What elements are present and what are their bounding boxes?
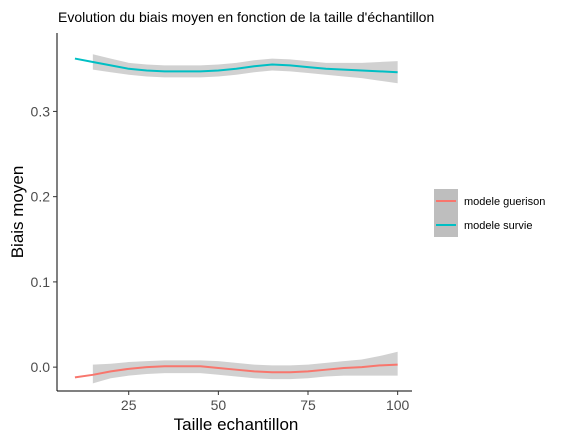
x-axis-title: Taille echantillon bbox=[174, 415, 299, 434]
chart-title: Evolution du biais moyen en fonction de … bbox=[58, 9, 434, 25]
x-tick-label: 75 bbox=[300, 397, 316, 413]
legend-label-survie: modele survie bbox=[464, 220, 532, 232]
legend-label-guerison: modele guerison bbox=[464, 196, 545, 208]
x-tick-label: 100 bbox=[386, 397, 410, 413]
axis-ticks: 25 50 75 100 0.0 0.1 0.2 0.3 bbox=[31, 103, 410, 413]
series-line-guerison bbox=[74, 363, 398, 379]
confidence-band-guerison bbox=[92, 351, 398, 384]
y-axis-title: Biais moyen bbox=[8, 166, 27, 259]
y-tick-label: 0.0 bbox=[31, 359, 51, 375]
confidence-band-survie bbox=[92, 54, 398, 84]
series-line-survie bbox=[74, 57, 398, 74]
plot-area bbox=[74, 54, 398, 384]
y-tick-label: 0.1 bbox=[31, 274, 51, 290]
x-tick-label: 25 bbox=[121, 397, 137, 413]
legend: modele guerison modele survie bbox=[434, 189, 545, 237]
x-tick-label: 50 bbox=[211, 397, 227, 413]
y-tick-label: 0.2 bbox=[31, 189, 51, 205]
y-tick-label: 0.3 bbox=[31, 103, 51, 119]
